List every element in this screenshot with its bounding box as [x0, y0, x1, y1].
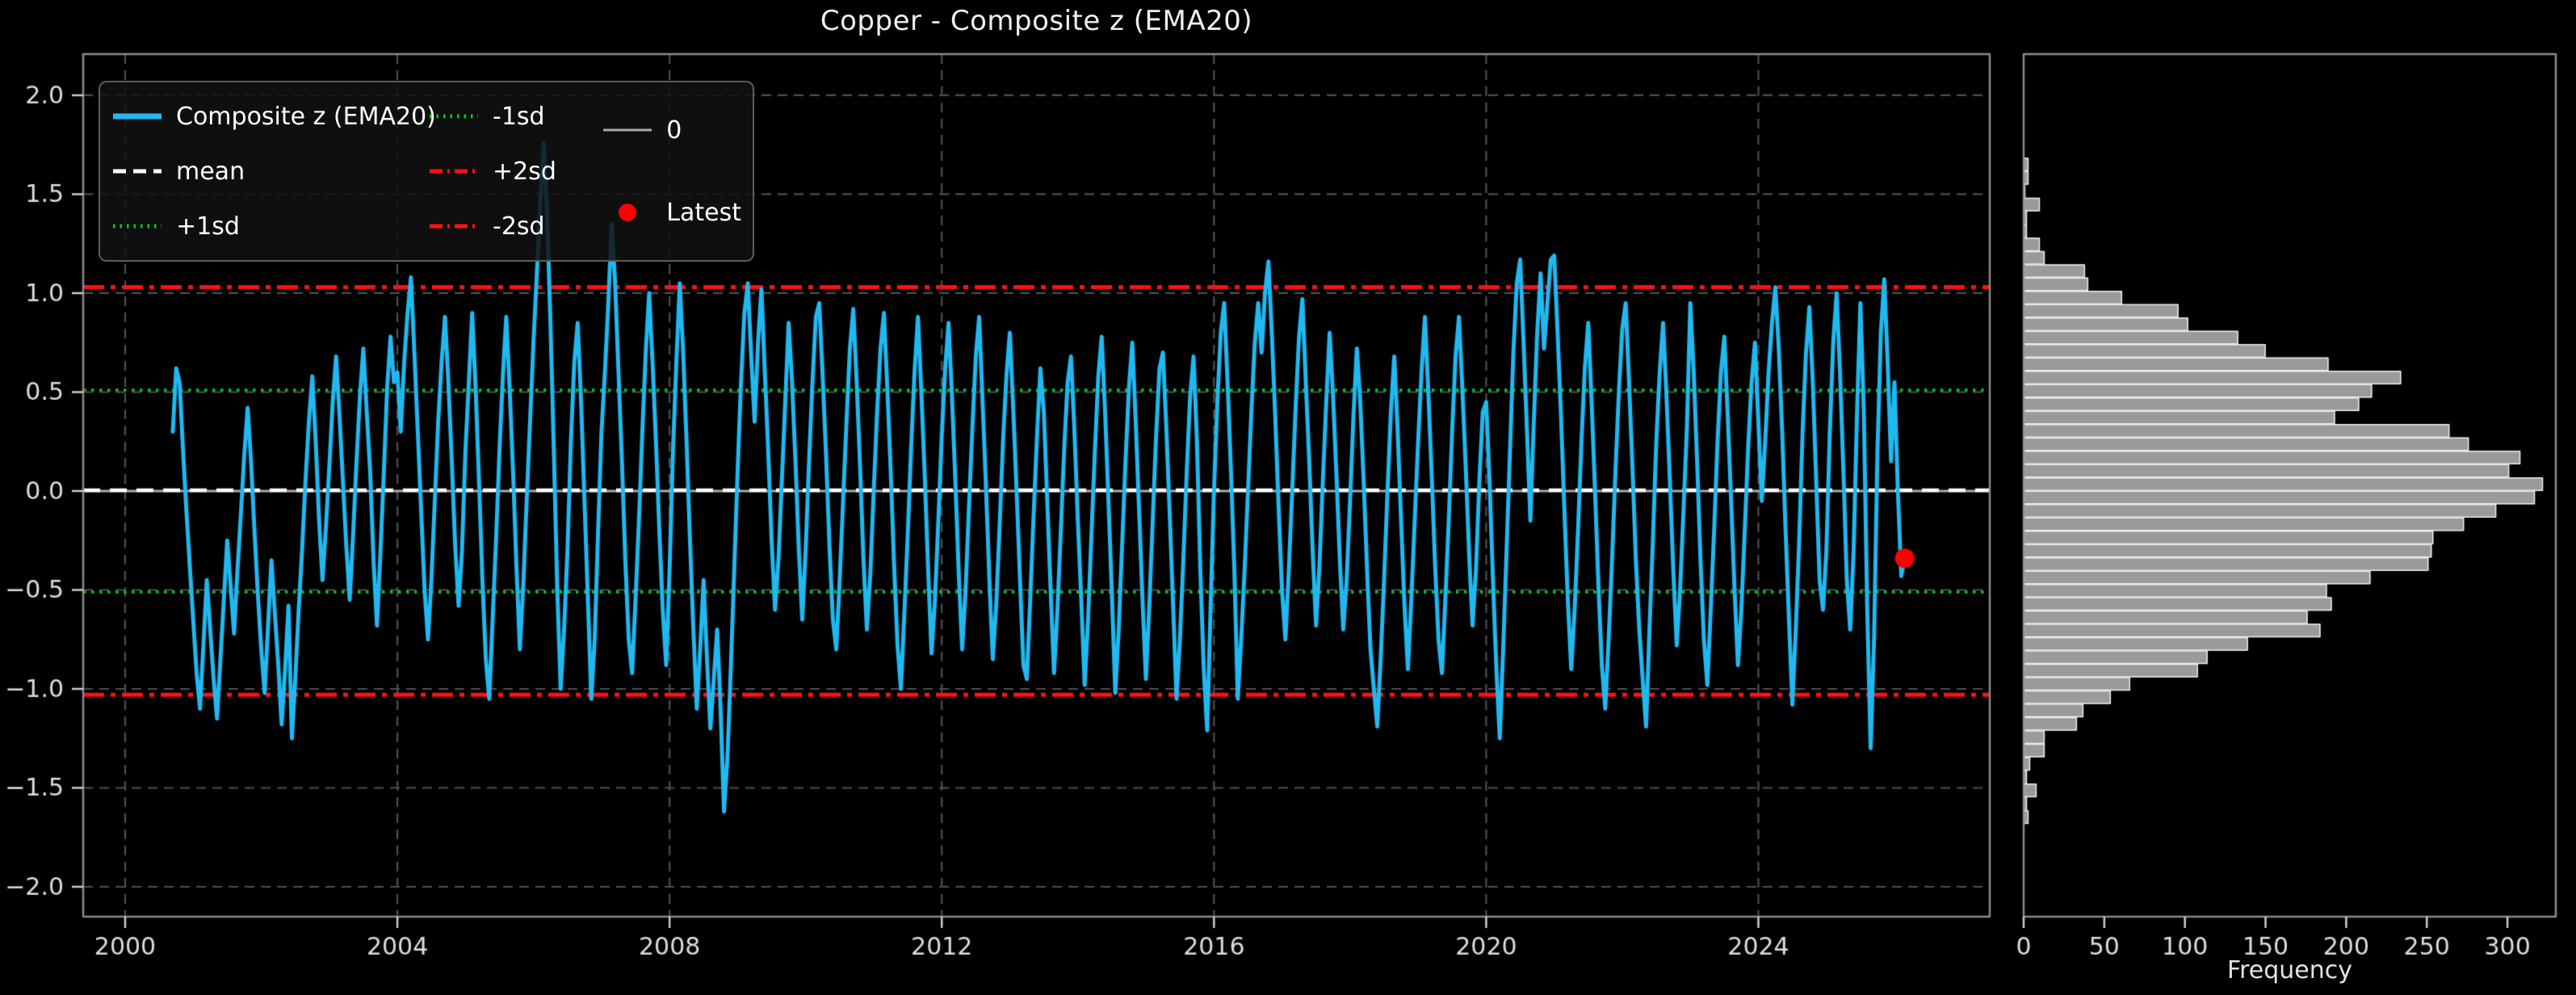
legend-marker-icon — [619, 204, 637, 221]
legend-item-label: 0 — [666, 115, 682, 145]
legend-item-label: Latest — [666, 198, 741, 227]
legend-item-label: Composite z (EMA20) — [176, 102, 436, 131]
legend-line-icon — [430, 169, 478, 174]
legend-item--1sd: +1sd — [111, 200, 428, 252]
legend-item-label: -2sd — [493, 212, 545, 241]
legend-box: Composite z (EMA20) mean +1sd -1sd +2sd -2sd 0… — [99, 81, 754, 262]
hist-xlabel: Frequency — [2227, 956, 2352, 985]
legend-line-icon — [603, 128, 652, 132]
legend-item-label: mean — [176, 157, 245, 186]
legend-item--1sd: -1sd — [428, 90, 602, 142]
legend-column: -1sd +2sd -2sd — [428, 89, 602, 254]
legend-item-label: +1sd — [176, 212, 240, 241]
page-title: Copper - Composite z (EMA20) — [820, 5, 1253, 37]
legend-item-0: 0 — [602, 104, 741, 156]
legend-item--2sd: +2sd — [428, 145, 602, 197]
legend-column: 0 Latest — [602, 89, 741, 254]
legend-item-latest: Latest — [602, 187, 741, 238]
legend-item-label: +2sd — [493, 157, 556, 186]
legend-item-label: -1sd — [493, 102, 545, 131]
legend-line-icon — [113, 113, 162, 120]
legend-item-composite-z-ema20-: Composite z (EMA20) — [111, 90, 436, 142]
legend-line-icon — [430, 224, 478, 229]
legend-line-icon — [113, 224, 162, 229]
legend-item-mean: mean — [111, 145, 428, 197]
legend-item--2sd: -2sd — [428, 200, 602, 252]
legend-line-icon — [113, 169, 162, 174]
legend-line-icon — [430, 114, 478, 119]
legend-column: Composite z (EMA20) mean +1sd — [111, 89, 436, 254]
